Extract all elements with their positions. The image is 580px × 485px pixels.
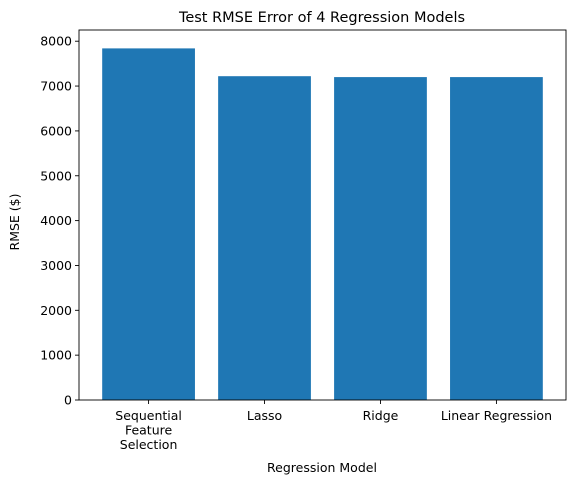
x-tick-label: Ridge [363,408,399,423]
y-tick-label: 3000 [40,258,72,273]
y-ticks-group: 0 1000 2000 3000 4000 5000 6000 7000 8000 [40,34,79,408]
bar [334,77,427,400]
x-tick-label: Lasso [247,408,282,423]
chart-title: Test RMSE Error of 4 Regression Models [178,10,465,26]
x-tick-label: Linear Regression [441,408,552,423]
bar [102,48,195,400]
x-axis-label: Regression Model [267,460,377,475]
bars-group [102,48,543,400]
axes-group [78,29,567,401]
y-axis-label: RMSE ($) [7,194,22,251]
y-tick-label: 1000 [40,348,72,363]
y-tick-label: 4000 [40,213,72,228]
y-tick-label: 5000 [40,168,72,183]
y-tick-label: 6000 [40,123,72,138]
y-tick-label: 7000 [40,79,72,94]
x-tick-label: Sequential Feature Selection [115,408,182,452]
bar [218,76,311,400]
x-ticks-group: Sequential Feature Selection Lasso Ridge Line… [115,400,552,452]
y-tick-label: 8000 [40,34,72,49]
plot-frame [78,29,567,401]
y-tick-label: 0 [64,393,72,408]
bar [450,77,543,400]
y-tick-label: 2000 [40,303,72,318]
